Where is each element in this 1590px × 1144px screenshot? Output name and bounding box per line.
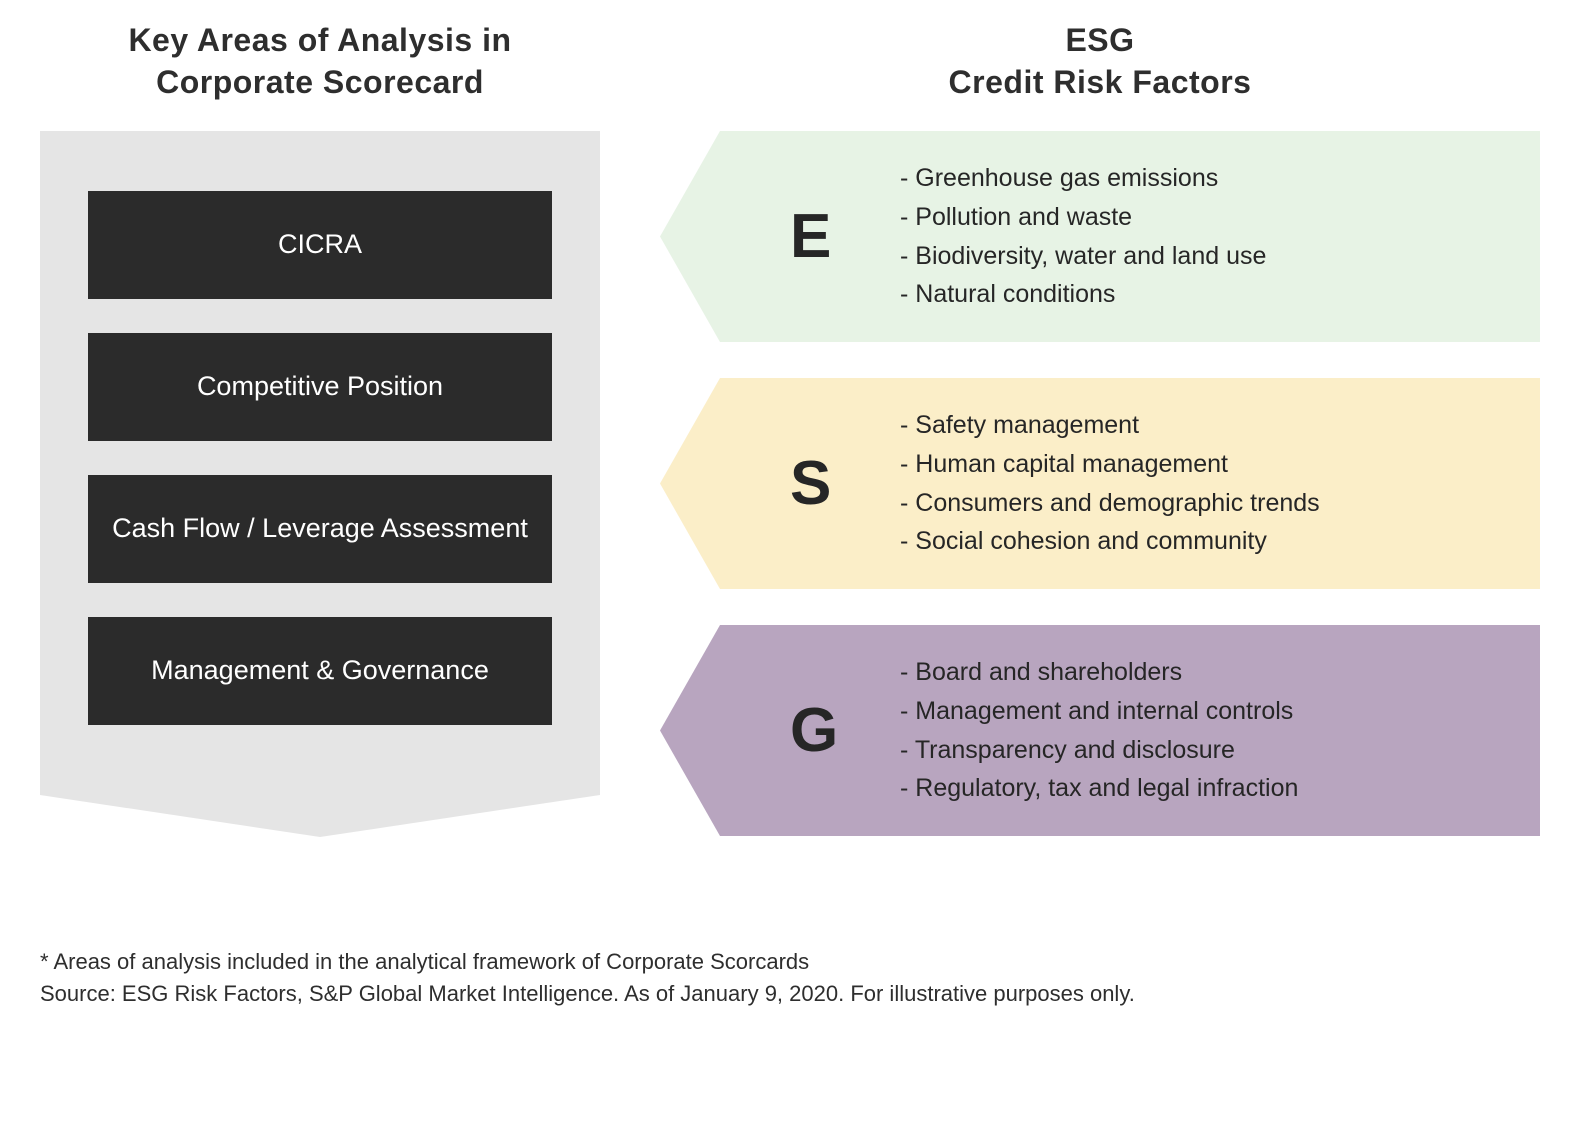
esg-item: Transparency and disclosure xyxy=(900,731,1298,770)
left-heading-line1: Key Areas of Analysis in xyxy=(128,22,511,58)
esg-item: Board and shareholders xyxy=(900,653,1298,692)
right-heading: ESG Credit Risk Factors xyxy=(660,20,1540,103)
esg-item: Pollution and waste xyxy=(900,198,1266,237)
esg-panel-e: E Greenhouse gas emissions Pollution and… xyxy=(720,131,1540,342)
right-heading-line1: ESG xyxy=(1065,22,1134,58)
esg-items-g: Board and shareholders Management and in… xyxy=(900,653,1298,808)
right-heading-line2: Credit Risk Factors xyxy=(949,64,1252,100)
esg-letter-g: G xyxy=(790,695,900,766)
esg-arrow-g xyxy=(660,625,720,836)
right-column: ESG Credit Risk Factors E Greenhouse gas… xyxy=(660,20,1540,872)
esg-arrow-e xyxy=(660,131,720,342)
footnote-line2: Source: ESG Risk Factors, S&P Global Mar… xyxy=(40,978,1550,1010)
esg-item: Greenhouse gas emissions xyxy=(900,159,1266,198)
scorecard-panel: CICRA Competitive Position Cash Flow / L… xyxy=(40,131,600,795)
footnote-line1: * Areas of analysis included in the anal… xyxy=(40,946,1550,978)
esg-item: Regulatory, tax and legal infraction xyxy=(900,769,1298,808)
esg-item: Natural conditions xyxy=(900,275,1266,314)
esg-item: Social cohesion and community xyxy=(900,522,1320,561)
left-heading: Key Areas of Analysis in Corporate Score… xyxy=(40,20,600,103)
esg-item: Management and internal controls xyxy=(900,692,1298,731)
esg-panel-s: S Safety management Human capital manage… xyxy=(720,378,1540,589)
esg-item: Human capital management xyxy=(900,445,1320,484)
esg-item: Biodiversity, water and land use xyxy=(900,237,1266,276)
scorecard-box-competitive: Competitive Position xyxy=(88,333,552,441)
left-heading-line2: Corporate Scorecard xyxy=(156,64,484,100)
main-container: Key Areas of Analysis in Corporate Score… xyxy=(40,20,1550,872)
scorecard-box-cicra: CICRA xyxy=(88,191,552,299)
esg-letter-e: E xyxy=(790,201,900,272)
scorecard-box-cashflow: Cash Flow / Leverage Assessment xyxy=(88,475,552,583)
footnote: * Areas of analysis included in the anal… xyxy=(40,946,1550,1010)
esg-items-e: Greenhouse gas emissions Pollution and w… xyxy=(900,159,1266,314)
esg-letter-s: S xyxy=(790,448,900,519)
esg-arrow-s xyxy=(660,378,720,589)
esg-item: Consumers and demographic trends xyxy=(900,484,1320,523)
esg-item: Safety management xyxy=(900,406,1320,445)
scorecard-box-governance: Management & Governance xyxy=(88,617,552,725)
esg-panel-g: G Board and shareholders Management and … xyxy=(720,625,1540,836)
esg-items-s: Safety management Human capital manageme… xyxy=(900,406,1320,561)
left-column: Key Areas of Analysis in Corporate Score… xyxy=(40,20,600,795)
